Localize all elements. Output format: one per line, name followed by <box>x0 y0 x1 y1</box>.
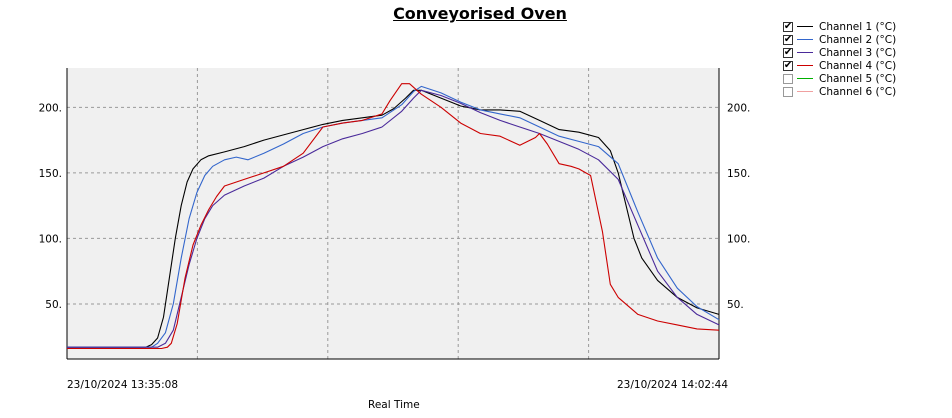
legend-item-channel-4[interactable]: ✔ Channel 4 (°C) <box>783 59 896 72</box>
legend-checkbox-channel-5[interactable] <box>783 73 793 84</box>
x-axis-label: Real Time <box>368 399 420 411</box>
plot-background <box>67 68 719 359</box>
legend-swatch-channel-2 <box>797 39 813 40</box>
legend-label-channel-5: Channel 5 (°C) <box>819 72 897 85</box>
legend-swatch-channel-5 <box>797 78 813 79</box>
legend-swatch-channel-6 <box>797 91 813 92</box>
legend-label-channel-1: Channel 1 (°C) <box>819 20 897 33</box>
legend-label-channel-6: Channel 6 (°C) <box>819 85 897 98</box>
series-line-channel-1 <box>67 89 720 348</box>
legend-item-channel-6[interactable]: Channel 6 (°C) <box>783 85 896 98</box>
legend-item-channel-5[interactable]: Channel 5 (°C) <box>783 72 896 85</box>
y-tick-label-left: 100. <box>39 233 62 245</box>
series-line-channel-2 <box>67 85 720 348</box>
legend-checkbox-channel-1[interactable]: ✔ <box>783 20 793 32</box>
y-tick-label-left: 200. <box>39 102 62 114</box>
legend-swatch-channel-3 <box>797 52 813 53</box>
legend-label-channel-2: Channel 2 (°C) <box>819 33 897 46</box>
legend-checkbox-channel-4[interactable]: ✔ <box>783 59 793 71</box>
y-tick-label-left: 50. <box>45 299 62 311</box>
y-tick-label-right: 100. <box>727 233 750 245</box>
legend-item-channel-1[interactable]: ✔ Channel 1 (°C) <box>783 20 896 33</box>
chart-legend: ✔ Channel 1 (°C) ✔ Channel 2 (°C) ✔ Chan… <box>783 20 896 98</box>
x-end-label: 23/10/2024 14:02:44 <box>617 379 729 391</box>
y-tick-label-left: 150. <box>39 168 62 180</box>
series-line-channel-4 <box>67 83 720 350</box>
legend-swatch-channel-1 <box>797 26 813 27</box>
legend-checkbox-channel-2[interactable]: ✔ <box>783 33 793 45</box>
legend-swatch-channel-4 <box>797 65 813 66</box>
y-tick-label-right: 200. <box>727 102 750 114</box>
y-tick-label-right: 50. <box>727 299 744 311</box>
legend-item-channel-2[interactable]: ✔ Channel 2 (°C) <box>783 33 896 46</box>
series-line-channel-3 <box>67 89 720 348</box>
legend-checkbox-channel-6[interactable] <box>783 86 793 97</box>
legend-item-channel-3[interactable]: ✔ Channel 3 (°C) <box>783 46 896 59</box>
legend-label-channel-4: Channel 4 (°C) <box>819 59 897 72</box>
legend-checkbox-channel-3[interactable]: ✔ <box>783 46 793 58</box>
x-start-label: 23/10/2024 13:35:08 <box>67 379 179 391</box>
legend-label-channel-3: Channel 3 (°C) <box>819 46 897 59</box>
y-tick-label-right: 150. <box>727 168 750 180</box>
chart-title: Conveyorised Oven <box>393 4 567 23</box>
